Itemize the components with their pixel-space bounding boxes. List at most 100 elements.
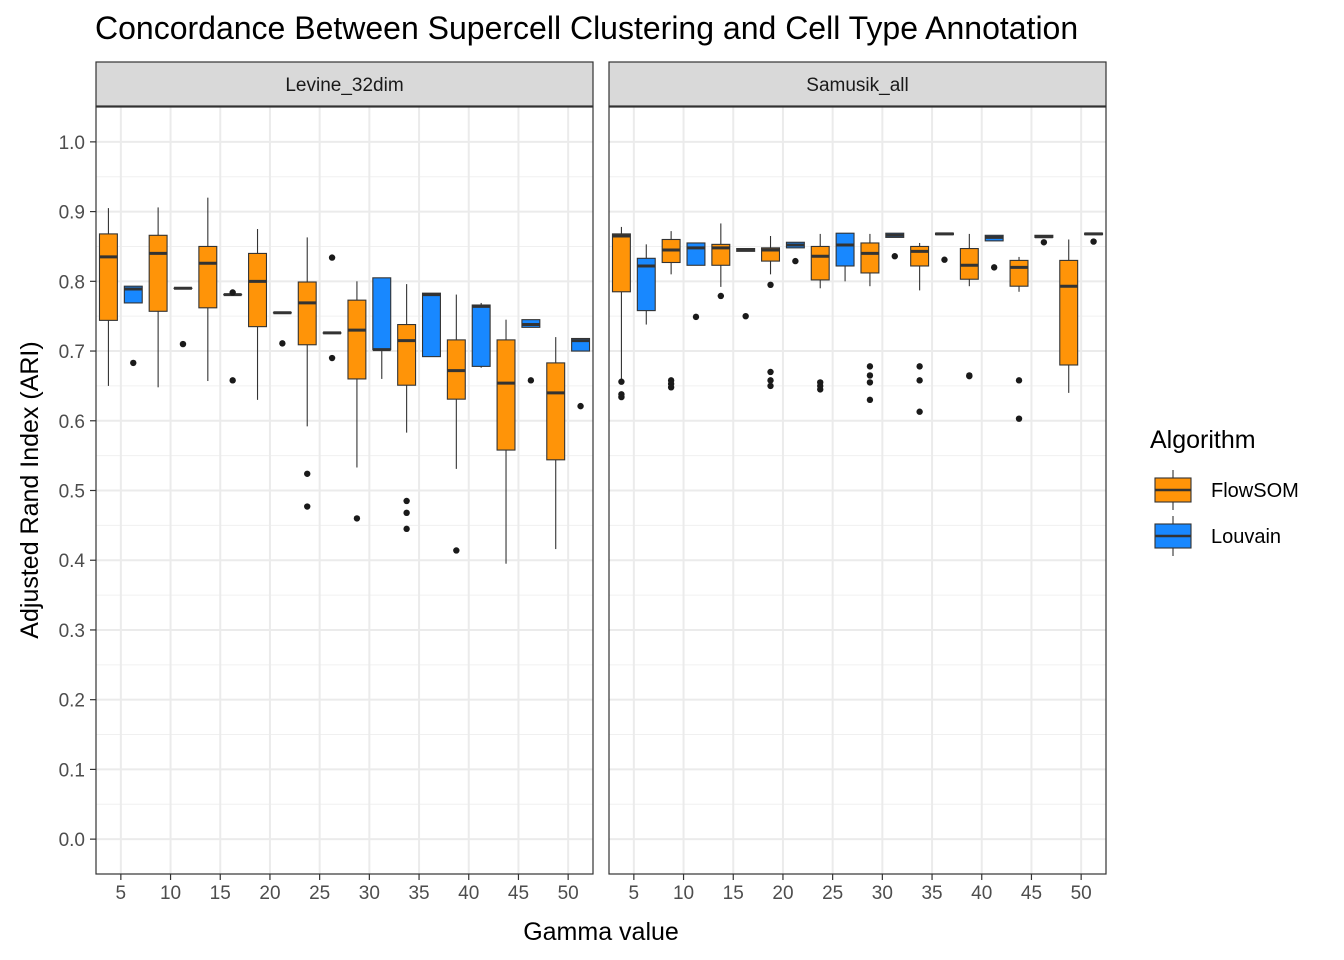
outlier-point <box>916 363 923 370</box>
outlier-point <box>1090 238 1097 245</box>
outlier-point <box>130 359 137 367</box>
facet-strip-label: Levine_32dim <box>285 75 403 96</box>
box-FlowSOM-15 <box>711 223 731 300</box>
box-FlowSOM-20 <box>248 229 268 400</box>
x-tick-label: 30 <box>359 883 380 904</box>
box-Louvain-35 <box>421 292 441 358</box>
x-tick-label: 15 <box>723 883 744 904</box>
box-iqr <box>397 323 417 386</box>
outlier-point <box>179 340 187 348</box>
x-tick-label: 5 <box>116 883 127 904</box>
legend-label: Louvain <box>1211 526 1281 548</box>
legend-item-FlowSOM: FlowSOM <box>1154 470 1299 510</box>
x-tick-label: 20 <box>259 883 280 904</box>
outlier-point <box>279 340 286 347</box>
x-tick-label: 30 <box>872 883 893 904</box>
box-FlowSOM-10 <box>661 231 681 391</box>
outlier-point <box>527 377 535 384</box>
box-FlowSOM-25 <box>297 237 317 510</box>
box-FlowSOM-30 <box>860 233 880 404</box>
box-iqr <box>686 242 706 266</box>
box-Louvain-45 <box>1034 234 1054 246</box>
box-iqr <box>471 304 491 367</box>
box-iqr <box>611 233 631 293</box>
box-FlowSOM-5 <box>611 226 631 401</box>
box-FlowSOM-50 <box>1059 239 1079 393</box>
outlier-point <box>767 281 774 289</box>
box-Louvain-50 <box>571 337 591 410</box>
outlier-point <box>618 378 625 385</box>
outlier-point <box>742 312 749 320</box>
outlier-point <box>990 264 998 271</box>
outlier-point <box>866 363 874 370</box>
box-FlowSOM-40 <box>446 294 466 554</box>
box-Louvain-10 <box>686 242 706 321</box>
box-FlowSOM-45 <box>1009 256 1029 422</box>
x-axis-title: Gamma value <box>523 918 679 946</box>
box-iqr <box>347 299 367 380</box>
x-tick-label: 40 <box>971 883 992 904</box>
y-tick-label: 0.8 <box>59 272 85 293</box>
outlier-point <box>817 379 824 386</box>
outlier-point <box>792 257 799 265</box>
y-tick-label: 0.4 <box>59 551 86 572</box>
box-Louvain-15 <box>736 247 756 320</box>
y-tick-label: 0.9 <box>59 203 85 224</box>
x-tick-label: 50 <box>558 883 579 904</box>
box-FlowSOM-15 <box>198 197 218 382</box>
x-tick-label: 45 <box>508 883 529 904</box>
box-Louvain-5 <box>123 285 143 367</box>
outlier-point <box>577 402 584 410</box>
x-tick-label: 50 <box>1071 883 1092 904</box>
box-Louvain-5 <box>636 244 656 325</box>
panel-border <box>608 106 1107 875</box>
x-tick-label: 35 <box>408 883 429 904</box>
box-iqr <box>835 232 855 267</box>
box-Louvain-45 <box>521 319 541 384</box>
outlier-point <box>717 292 725 300</box>
outlier-point <box>304 503 311 510</box>
x-tick-label: 20 <box>772 883 793 904</box>
box-iqr <box>148 234 168 312</box>
outlier-point <box>403 497 410 505</box>
box-iqr <box>810 245 830 281</box>
outlier-point <box>229 289 236 296</box>
outlier-point <box>1015 377 1023 384</box>
chart-title: Concordance Between Supercell Clustering… <box>95 10 1078 46</box>
box-Louvain-15 <box>223 289 243 384</box>
box-iqr <box>372 277 392 351</box>
x-tick-label: 10 <box>160 883 181 904</box>
x-tick-label: 45 <box>1021 883 1042 904</box>
outlier-point <box>353 515 361 522</box>
box-iqr <box>910 245 930 267</box>
y-tick-label: 1.0 <box>59 133 85 154</box>
outlier-point <box>767 377 774 384</box>
outlier-point <box>403 509 410 517</box>
box-Louvain-35 <box>934 232 954 263</box>
box-Louvain-40 <box>984 234 1004 271</box>
y-tick-label: 0.6 <box>59 412 85 433</box>
outlier-point <box>941 256 948 263</box>
box-FlowSOM-20 <box>761 235 781 390</box>
outlier-point <box>667 377 675 384</box>
box-FlowSOM-25 <box>810 233 830 393</box>
box-Louvain-40 <box>471 302 491 368</box>
x-tick-label: 25 <box>822 883 843 904</box>
outlier-point <box>767 368 774 376</box>
outlier-point <box>1040 239 1048 246</box>
box-FlowSOM-50 <box>546 337 566 550</box>
facet-strip-label: Samusik_all <box>806 75 908 96</box>
outlier-point <box>891 253 898 260</box>
outlier-point <box>403 525 410 533</box>
outlier-point <box>1015 415 1023 422</box>
x-tick-label: 40 <box>458 883 479 904</box>
outlier-point <box>618 391 625 398</box>
box-iqr <box>98 233 118 321</box>
outlier-point <box>692 313 700 321</box>
outlier-point <box>866 372 874 379</box>
y-tick-label: 0.1 <box>59 760 85 781</box>
outlier-point <box>328 254 336 261</box>
box-Louvain-10 <box>173 286 193 348</box>
legend: Algorithm FlowSOM Louvain <box>1150 426 1299 556</box>
box-Louvain-20 <box>272 311 292 347</box>
